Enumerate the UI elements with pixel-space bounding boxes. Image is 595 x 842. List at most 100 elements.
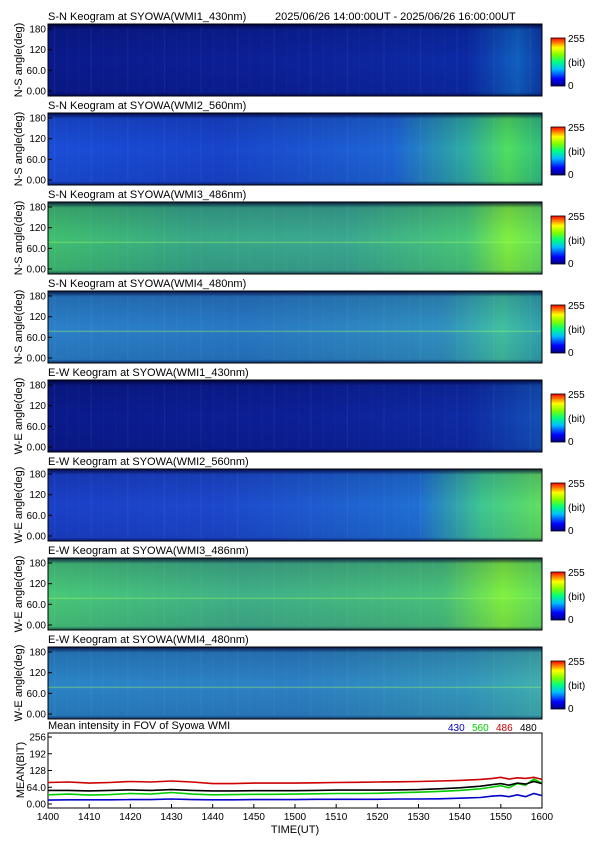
keogram-stripe: [127, 561, 129, 627]
keogram-stripe: [359, 205, 360, 271]
keogram-stripe: [298, 472, 299, 538]
colorbar: [550, 393, 566, 443]
keogram-panel: E-W Keogram at SYOWA(WMI3_486nm)180 120 60…: [13, 545, 585, 632]
keogram-stripe: [481, 561, 482, 627]
keogram-panel: E-W Keogram at SYOWA(WMI1_430nm)180 120 60…: [13, 367, 585, 454]
keogram-stripe: [261, 561, 262, 627]
keogram-y-tick-label: 180: [29, 114, 46, 125]
keogram-stripe: [335, 116, 336, 182]
keogram-stripe: [286, 650, 287, 716]
keogram-stripe: [469, 205, 470, 271]
keogram-shade: [48, 202, 542, 274]
keogram-stripe: [456, 294, 458, 360]
keogram-frame: [47, 646, 543, 720]
keogram-stripe: [518, 472, 519, 538]
keogram-line-feature: [48, 241, 542, 244]
keogram-stripe: [456, 116, 458, 182]
keogram-stripe: [346, 294, 348, 360]
keogram-stripe: [249, 472, 250, 538]
colorbar-unit-label: (bit): [568, 325, 585, 336]
keogram-stripe: [371, 383, 372, 449]
keogram-stripe: [371, 472, 372, 538]
colorbar-max-label: 255: [568, 301, 585, 312]
keogram-stripe: [163, 650, 165, 716]
keogram-y-tick-label: 60.0: [27, 511, 47, 522]
keogram-stripe: [505, 472, 506, 538]
keogram-title: S-N Keogram at SYOWA(WMI2_560nm): [48, 100, 246, 112]
keogram-stripe: [529, 650, 531, 716]
keogram-stripe: [420, 205, 422, 271]
time-range-header: 2025/06/26 14:00:00UT - 2025/06/26 16:00…: [275, 11, 516, 23]
chart-x-tick-label: 1440: [202, 812, 225, 823]
keogram-y-tick-label: 120: [29, 45, 46, 56]
keogram-stripe: [346, 472, 348, 538]
keogram-stripe: [371, 205, 372, 271]
keogram-stripe: [103, 205, 104, 271]
chart-x-tick-label: 1540: [449, 812, 472, 823]
keogram-stripe: [469, 650, 470, 716]
keogram-stripe: [139, 294, 140, 360]
keogram-stripe: [66, 561, 67, 627]
chart-x-tick-label: 1450: [243, 812, 266, 823]
keogram-stripe: [529, 561, 531, 627]
keogram-stripe: [115, 650, 116, 716]
keogram-stripe: [213, 116, 214, 182]
keogram-stripe: [359, 294, 360, 360]
keogram-stripe: [225, 561, 226, 627]
keogram-stripe: [152, 650, 153, 716]
keogram-stripe: [322, 383, 323, 449]
keogram-stripe: [432, 561, 433, 627]
keogram-stripe: [383, 294, 385, 360]
keogram-stripe: [444, 383, 445, 449]
keogram-stripe: [54, 116, 56, 182]
keogram-y-tick-label: 60.0: [27, 422, 47, 433]
keogram-title: S-N Keogram at SYOWA(WMI3_486nm): [48, 189, 246, 201]
keogram-stripe: [127, 383, 129, 449]
keogram-y-tick-label: 0.00: [27, 710, 47, 721]
keogram-stripe: [237, 383, 239, 449]
keogram-stripe: [310, 383, 312, 449]
keogram-shade: [48, 24, 542, 96]
keogram-stripe: [396, 383, 397, 449]
keogram-y-tick-label: 0.00: [27, 621, 47, 632]
series-line-480: [48, 780, 543, 792]
keogram-stripe: [359, 561, 360, 627]
keogram-stripe: [163, 27, 165, 93]
keogram-stripe: [346, 27, 348, 93]
keogram-stripe: [371, 561, 372, 627]
keogram-title: S-N Keogram at SYOWA(WMI1_430nm): [48, 11, 246, 23]
keogram-stripe: [493, 294, 495, 360]
keogram-stripe: [383, 116, 385, 182]
keogram-stripe: [90, 472, 92, 538]
keogram-y-tick-label: 120: [29, 312, 46, 323]
keogram-stripe: [78, 116, 79, 182]
keogram-stripe: [176, 27, 177, 93]
keogram-stripe: [188, 650, 189, 716]
keogram-stripe: [200, 472, 202, 538]
keogram-stripe: [78, 27, 79, 93]
keogram-stripe: [103, 27, 104, 93]
keogram-stripe: [420, 472, 422, 538]
keogram-stripe: [103, 294, 104, 360]
keogram-stripe: [90, 116, 92, 182]
keogram-stripe: [298, 205, 299, 271]
keogram-stripe: [273, 205, 275, 271]
keogram-stripe: [456, 205, 458, 271]
keogram-stripe: [225, 205, 226, 271]
keogram-y-tick-label: 180: [29, 292, 46, 303]
keogram-stripe: [237, 472, 239, 538]
keogram-stripe: [261, 383, 262, 449]
keogram-stripe: [432, 116, 433, 182]
keogram-stripe: [505, 650, 506, 716]
keogram-stripe: [176, 116, 177, 182]
keogram-stripe: [176, 383, 177, 449]
keogram-title: E-W Keogram at SYOWA(WMI2_560nm): [48, 456, 249, 468]
keogram-stripe: [54, 650, 56, 716]
keogram-stripe: [493, 383, 495, 449]
keogram-stripe: [152, 383, 153, 449]
keogram-stripe: [529, 205, 531, 271]
keogram-stripe: [225, 383, 226, 449]
keogram-stripe: [408, 27, 409, 93]
keogram-stripe: [456, 472, 458, 538]
keogram-stripe: [249, 205, 250, 271]
